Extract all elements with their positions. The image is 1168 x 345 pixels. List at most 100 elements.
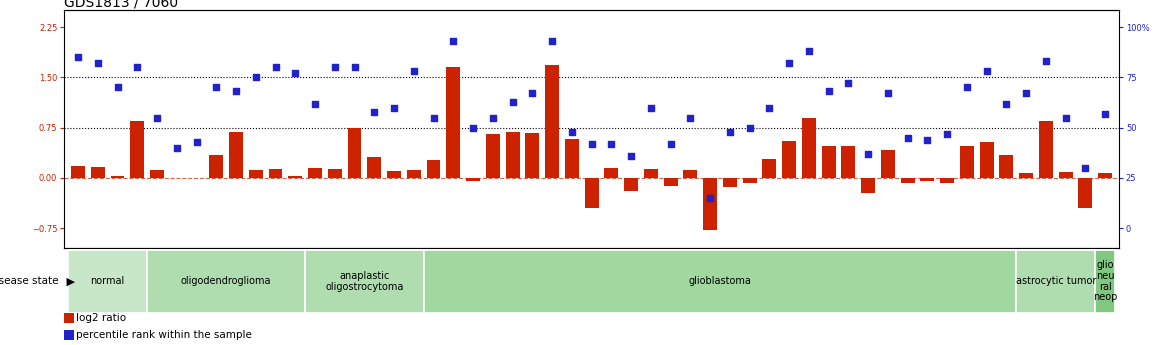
Bar <box>940 178 954 183</box>
Text: log2 ratio: log2 ratio <box>76 313 126 323</box>
Point <box>246 75 265 80</box>
Point <box>266 65 285 70</box>
Bar <box>151 170 164 178</box>
Bar <box>624 178 638 191</box>
Bar <box>446 67 460 178</box>
Point <box>938 131 957 137</box>
Point <box>286 71 305 76</box>
Point <box>602 141 620 147</box>
Point <box>760 105 779 110</box>
Text: disease state: disease state <box>0 276 58 286</box>
Point <box>1056 115 1075 120</box>
Bar <box>1058 172 1072 178</box>
Point <box>978 69 996 74</box>
Bar <box>920 178 934 181</box>
Bar <box>644 169 658 178</box>
Point <box>839 81 857 86</box>
Bar <box>288 176 303 178</box>
Point <box>819 89 837 94</box>
Bar <box>1096 250 1115 313</box>
Point <box>444 38 463 44</box>
Point <box>207 85 225 90</box>
Bar <box>506 132 520 178</box>
Point <box>109 85 127 90</box>
Point <box>780 61 799 66</box>
Bar <box>526 133 540 178</box>
Point <box>326 65 345 70</box>
Bar <box>1020 172 1033 178</box>
Bar <box>269 169 283 178</box>
Bar <box>763 159 777 178</box>
Bar <box>308 168 322 178</box>
Bar <box>565 139 579 178</box>
Point <box>918 137 937 142</box>
Bar <box>1078 178 1092 208</box>
Point <box>346 65 364 70</box>
Bar <box>229 132 243 178</box>
Bar <box>901 178 915 183</box>
Point <box>503 99 522 104</box>
Point <box>484 115 502 120</box>
Text: normal: normal <box>91 276 125 286</box>
Point <box>128 65 147 70</box>
Point <box>69 55 88 60</box>
Point <box>661 141 680 147</box>
Bar <box>545 65 559 178</box>
Text: astrocytic tumor: astrocytic tumor <box>1015 276 1096 286</box>
Point <box>147 115 166 120</box>
Point <box>858 151 877 157</box>
Point <box>741 125 759 130</box>
Bar <box>683 170 697 178</box>
Point <box>898 135 917 140</box>
Point <box>1076 165 1094 171</box>
Point <box>364 109 383 114</box>
Point <box>1036 59 1055 64</box>
Bar <box>328 169 342 178</box>
Bar <box>822 147 835 178</box>
Point <box>187 139 206 145</box>
Point <box>958 85 976 90</box>
Point <box>721 129 739 135</box>
Point <box>641 105 660 110</box>
Bar <box>71 166 85 178</box>
Bar <box>424 250 1016 313</box>
Text: glio
neu
ral
neop: glio neu ral neop <box>1093 260 1118 302</box>
Bar <box>486 135 500 178</box>
Bar <box>1000 155 1014 178</box>
Bar <box>209 155 223 178</box>
Bar <box>147 250 305 313</box>
Bar <box>466 178 480 181</box>
Point <box>404 69 423 74</box>
Point <box>543 38 562 44</box>
Bar <box>305 250 424 313</box>
Point <box>878 91 897 96</box>
Text: anaplastic
oligostrocytoma: anaplastic oligostrocytoma <box>325 271 404 292</box>
Bar <box>980 142 994 178</box>
Bar <box>111 176 125 178</box>
Bar <box>585 178 598 208</box>
Bar <box>348 128 361 178</box>
Point <box>681 115 700 120</box>
Point <box>701 195 719 201</box>
Bar <box>703 178 717 230</box>
Point <box>997 101 1016 106</box>
Point <box>384 105 403 110</box>
Text: glioblastoma: glioblastoma <box>689 276 751 286</box>
Text: ▶: ▶ <box>63 276 75 286</box>
Point <box>464 125 482 130</box>
Bar <box>426 160 440 178</box>
Point <box>800 49 819 54</box>
Bar <box>743 178 757 183</box>
Bar <box>861 178 875 193</box>
Bar <box>387 171 401 178</box>
Bar <box>368 157 381 178</box>
Bar <box>881 150 895 178</box>
Point <box>582 141 600 147</box>
Bar <box>249 170 263 178</box>
Point <box>1096 111 1114 116</box>
Text: percentile rank within the sample: percentile rank within the sample <box>76 330 252 340</box>
Point <box>563 129 582 135</box>
Bar <box>68 250 147 313</box>
Point <box>167 145 186 150</box>
Bar <box>960 146 974 178</box>
